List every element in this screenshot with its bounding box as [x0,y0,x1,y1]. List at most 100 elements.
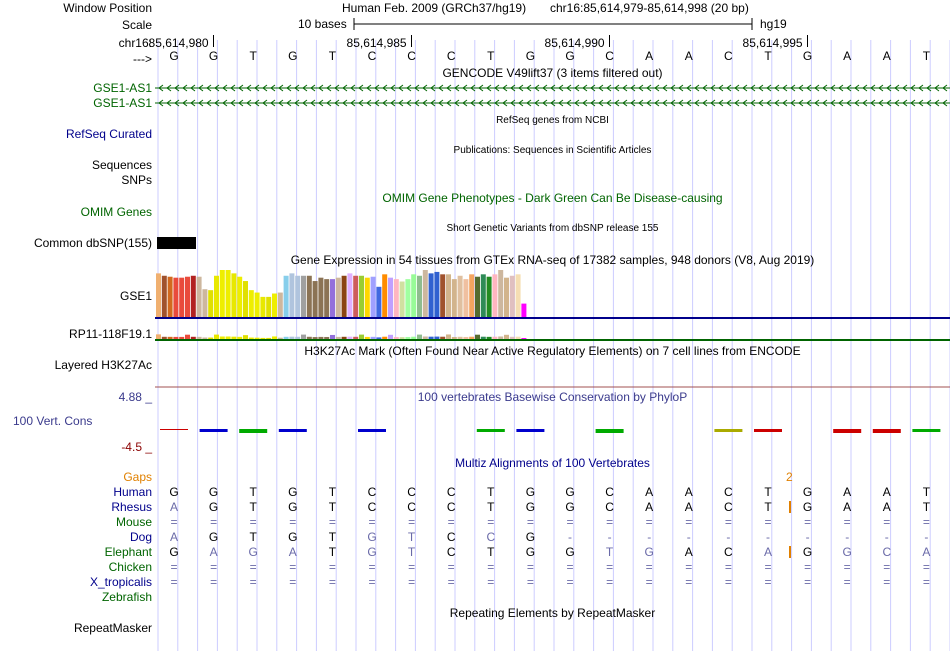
strand-arrow [454,99,460,107]
dbsnp-track-label[interactable]: Common dbSNP(155) [33,236,152,250]
gtex-expression-chart-rp11[interactable] [155,328,950,342]
multiz-base: G [169,545,179,559]
strand-arrow [630,84,636,92]
multiz-species-label[interactable]: Dog [129,530,152,544]
strand-arrow [198,99,204,107]
gtex-gene-label-rp11[interactable]: RP11-118F19.1 [69,327,152,341]
multiz-base: = [883,575,891,589]
multiz-species-label[interactable]: Rhesus [111,500,152,514]
multiz-base: = [447,575,455,589]
base-letter[interactable]: C [446,49,456,63]
multiz-base: = [883,560,891,574]
phylop-track-label[interactable]: 100 Vert. Cons [13,414,93,428]
db-label: hg19 [760,17,787,31]
dbsnp-track-title[interactable]: Short Genetic Variants from dbSNP releas… [446,223,659,234]
repeatmasker-track-label[interactable]: RepeatMasker [73,621,152,635]
strand-arrow [302,84,308,92]
base-letter[interactable]: A [684,49,693,63]
multiz-base: = [764,575,772,589]
gencode-gene-models[interactable] [155,80,950,110]
multiz-species-label[interactable]: Zebrafish [101,590,152,604]
multiz-species-label[interactable]: X_tropicalis [89,575,152,589]
base-letter[interactable]: C [605,49,614,63]
strand-arrow-label[interactable]: ---> [133,52,152,66]
strand-arrow [550,99,556,107]
h3k27ac-track-title[interactable]: H3K27Ac Mark (Often Found Near Active Re… [304,344,801,358]
base-letter[interactable]: G [565,49,575,63]
base-letter[interactable]: C [407,49,416,63]
multiz-base: = [843,515,851,529]
multiz-base: = [922,560,930,574]
base-letter[interactable]: G [169,49,179,63]
strand-arrow [318,99,324,107]
multiz-species-label[interactable]: Human [113,485,152,499]
base-letter[interactable]: A [645,49,654,63]
multiz-base: - [805,530,810,544]
gtex-bar [283,275,289,318]
multiz-base: - [568,530,572,544]
omim-track-title[interactable]: OMIM Gene Phenotypes - Dark Green Can Be… [382,191,723,205]
strand-arrow [414,84,420,92]
gencode-track-title[interactable]: GENCODE V49lift37 (3 items filtered out) [442,66,663,80]
gtex-bar [266,296,272,318]
gtex-gene-label-gse1[interactable]: GSE1 [119,289,152,303]
strand-arrow [270,99,276,107]
strand-arrow [654,99,660,107]
h3k27ac-track-label[interactable]: Layered H3K27Ac [54,358,152,372]
repeatmasker-track-title[interactable]: Repeating Elements by RepeatMasker [449,606,656,620]
multiz-base: T [407,545,416,559]
base-letter[interactable]: T [328,49,337,63]
multiz-base: A [882,485,891,499]
base-letter[interactable]: A [843,49,852,63]
gtex-bar-rp11 [388,334,393,339]
strand-arrow [942,99,948,107]
refseq-track-title[interactable]: RefSeq genes from NCBI [496,115,609,126]
base-letter[interactable]: T [487,49,495,63]
phylop-mark [912,429,941,432]
strand-arrow [534,84,540,92]
multiz-base: A [922,545,931,559]
multiz-species-label[interactable]: Elephant [104,545,152,559]
strand-arrow [798,99,804,107]
strand-arrow [774,99,780,107]
gene-label-gse1-as1-a[interactable]: GSE1-AS1 [93,81,152,95]
sequences-track-label[interactable]: Sequences [91,158,152,172]
strand-arrow [486,84,492,92]
base-letter[interactable]: C [724,49,733,63]
base-letter[interactable]: A [882,49,891,63]
strand-arrow [542,99,548,107]
strand-arrow [190,84,196,92]
strand-arrow [630,99,636,107]
base-letter[interactable]: G [208,49,219,63]
multiz-track-title[interactable]: Multiz Alignments of 100 Vertebrates [455,456,650,470]
multiz-base: = [170,560,178,574]
multiz-base: A [645,500,654,514]
gtex-expression-chart[interactable] [155,268,950,320]
multiz-base: = [685,560,693,574]
base-letter[interactable]: T [922,49,931,63]
base-letter[interactable]: C [367,49,377,63]
strand-arrow [718,99,724,107]
multiz-base: T [328,530,337,544]
gtex-track-title[interactable]: Gene Expression in 54 tissues from GTEx … [290,253,815,267]
multiz-base: G [208,530,219,544]
gene-label-gse1-as1-b[interactable]: GSE1-AS1 [93,96,152,110]
snps-track-label[interactable]: SNPs [121,173,152,187]
dbsnp-variant-block[interactable] [157,237,196,249]
publications-track-title[interactable]: Publications: Sequences in Scientific Ar… [453,145,652,156]
multiz-base: = [645,515,653,529]
base-letter[interactable]: G [288,49,298,63]
refseq-track-label[interactable]: RefSeq Curated [65,127,152,141]
phylop-conservation-plot[interactable] [155,418,950,442]
multiz-species-label[interactable]: Mouse [115,515,152,529]
coordinate-tick-label: 85,614,985 [346,36,407,50]
base-letter[interactable]: T [249,49,257,63]
phylop-track-title[interactable]: 100 vertebrates Basewise Conservation by… [417,390,688,404]
base-letter[interactable]: G [802,49,813,63]
strand-arrow [518,84,524,92]
base-letter[interactable]: G [525,49,536,63]
base-letter[interactable]: T [764,49,772,63]
multiz-base: T [328,500,337,514]
omim-track-label[interactable]: OMIM Genes [80,205,152,219]
multiz-species-label[interactable]: Chicken [108,560,152,574]
